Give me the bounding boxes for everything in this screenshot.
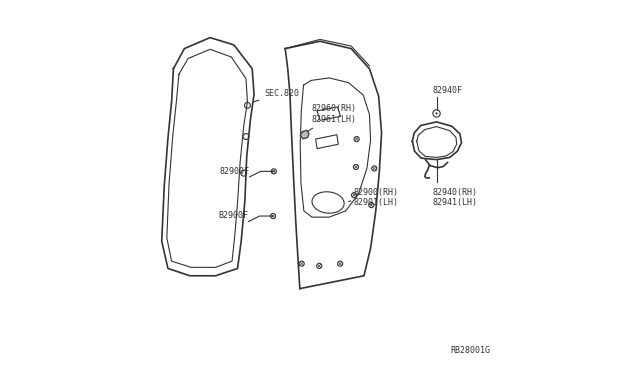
- Text: 82900F: 82900F: [220, 167, 250, 176]
- Text: 82900(RH)
82901(LH): 82900(RH) 82901(LH): [349, 188, 399, 208]
- Polygon shape: [300, 130, 309, 139]
- Text: 82940(RH)
82941(LH): 82940(RH) 82941(LH): [433, 188, 478, 207]
- Text: 82940F: 82940F: [433, 86, 463, 95]
- Text: SEC.820: SEC.820: [254, 89, 300, 102]
- Text: B2900F: B2900F: [218, 211, 248, 221]
- Text: 82960(RH)
82961(LH): 82960(RH) 82961(LH): [308, 105, 357, 131]
- Text: RB28001G: RB28001G: [451, 346, 490, 355]
- Circle shape: [435, 112, 438, 115]
